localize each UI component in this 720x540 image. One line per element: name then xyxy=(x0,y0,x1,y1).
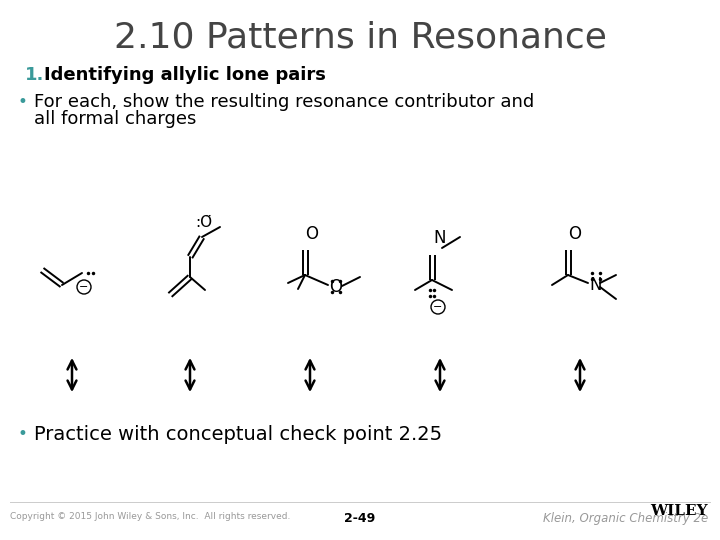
Text: all formal charges: all formal charges xyxy=(34,110,197,128)
Text: N: N xyxy=(590,276,602,294)
Text: −: − xyxy=(433,302,443,312)
Text: 2-49: 2-49 xyxy=(344,512,376,525)
Text: O: O xyxy=(330,278,343,296)
Text: O: O xyxy=(305,225,318,243)
Text: Klein, Organic Chemistry 2e: Klein, Organic Chemistry 2e xyxy=(543,512,708,525)
Text: For each, show the resulting resonance contributor and: For each, show the resulting resonance c… xyxy=(34,93,534,111)
Text: 2.10 Patterns in Resonance: 2.10 Patterns in Resonance xyxy=(114,20,606,54)
Text: Practice with conceptual check point 2.25: Practice with conceptual check point 2.2… xyxy=(34,425,442,444)
Text: 1.: 1. xyxy=(25,66,45,84)
Text: :Ö: :Ö xyxy=(195,215,212,230)
Text: Copyright © 2015 John Wiley & Sons, Inc.  All rights reserved.: Copyright © 2015 John Wiley & Sons, Inc.… xyxy=(10,512,290,521)
Text: •: • xyxy=(18,93,28,111)
Text: Identifying allylic lone pairs: Identifying allylic lone pairs xyxy=(44,66,326,84)
Text: −: − xyxy=(79,282,89,292)
Text: N: N xyxy=(433,229,446,247)
Text: O: O xyxy=(569,225,582,243)
Text: WILEY: WILEY xyxy=(650,504,708,518)
Text: •: • xyxy=(18,425,28,443)
